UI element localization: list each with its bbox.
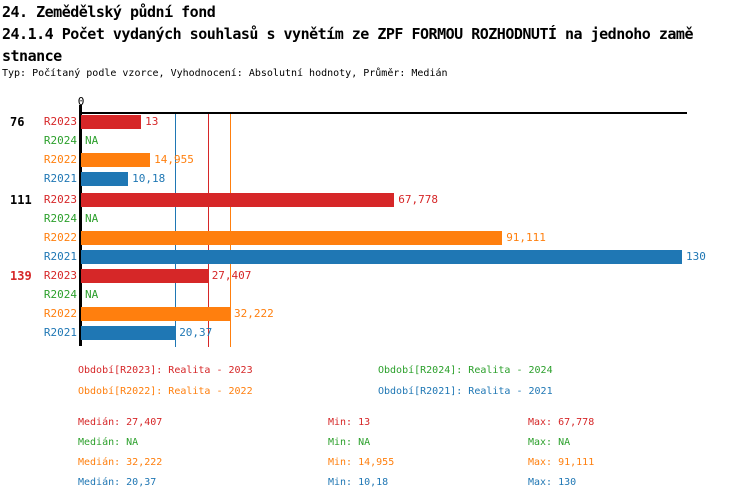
bar-R2022 xyxy=(81,153,151,167)
series-row-label-R2023: R2023 xyxy=(43,115,77,128)
series-row-label-R2022: R2022 xyxy=(43,153,77,166)
chart-meta-line: Typ: Počítaný podle vzorce, Vyhodnocení:… xyxy=(2,68,448,79)
stat-median-R2023: Medián: 27,407 xyxy=(78,417,163,428)
stat-median-R2024: Medián: NA xyxy=(78,437,139,448)
indicator-title-line1: 24.1.4 Počet vydaných souhlasů s vynětím… xyxy=(2,25,694,43)
group-total-label: 76 xyxy=(10,115,25,129)
series-row-label-R2024: R2024 xyxy=(43,212,77,225)
indicator-title-line2: stnance xyxy=(2,47,62,65)
series-row-label-R2024: R2024 xyxy=(43,288,77,301)
stat-max-R2021: Max: 130 xyxy=(528,477,577,488)
y-axis-line xyxy=(79,105,82,346)
legend-item-R2022: Období[R2022]: Realita - 2022 xyxy=(78,386,253,397)
bar-value-label: 27,407 xyxy=(211,269,252,282)
bar-na-label: NA xyxy=(85,212,99,225)
stat-max-R2022: Max: 91,111 xyxy=(528,457,595,468)
axis-tick-zero: 0 xyxy=(77,95,85,108)
median-line-R2021 xyxy=(175,113,177,347)
stat-median-R2021: Medián: 20,37 xyxy=(78,477,157,488)
bar-value-label: 91,111 xyxy=(506,231,546,244)
stat-min-R2023: Min: 13 xyxy=(328,417,371,428)
series-row-label-R2021: R2021 xyxy=(43,250,77,263)
stat-min-R2022: Min: 14,955 xyxy=(328,457,395,468)
bar-na-label: NA xyxy=(85,134,99,147)
bar-value-label: 14,955 xyxy=(154,153,194,166)
median-line-R2023 xyxy=(207,113,209,347)
bar-value-label: 130 xyxy=(686,250,706,263)
bar-value-label: 20,37 xyxy=(179,326,213,339)
stat-median-R2022: Medián: 32,222 xyxy=(78,457,163,468)
bar-R2022 xyxy=(81,231,503,245)
series-row-label-R2022: R2022 xyxy=(43,231,77,244)
bar-R2021 xyxy=(81,326,176,340)
report-section-title: 24. Zemědělský půdní fond xyxy=(2,3,216,21)
series-row-label-R2023: R2023 xyxy=(43,193,77,206)
stat-max-R2024: Max: NA xyxy=(528,437,571,448)
stat-min-R2021: Min: 10,18 xyxy=(328,477,389,488)
bar-R2021 xyxy=(81,172,129,186)
bar-R2022 xyxy=(81,307,230,321)
median-line-R2022 xyxy=(229,113,231,347)
series-row-label-R2021: R2021 xyxy=(43,326,77,339)
bar-na-label: NA xyxy=(85,288,99,301)
legend-item-R2024: Období[R2024]: Realita - 2024 xyxy=(378,365,553,376)
bar-value-label: 67,778 xyxy=(398,193,439,206)
group-total-label: 139 xyxy=(10,269,32,283)
stat-max-R2023: Max: 67,778 xyxy=(528,417,595,428)
legend-item-R2023: Období[R2023]: Realita - 2023 xyxy=(78,365,253,376)
bar-value-label: 10,18 xyxy=(132,172,166,185)
bar-R2021 xyxy=(81,250,682,264)
x-axis-line xyxy=(79,112,687,114)
series-row-label-R2024: R2024 xyxy=(43,134,77,147)
stat-min-R2024: Min: NA xyxy=(328,437,371,448)
series-row-label-R2023: R2023 xyxy=(43,269,77,282)
bar-R2023 xyxy=(81,269,208,283)
group-total-label: 111 xyxy=(10,193,32,207)
series-row-label-R2021: R2021 xyxy=(43,172,77,185)
legend-item-R2021: Období[R2021]: Realita - 2021 xyxy=(378,386,553,397)
bar-value-label: 13 xyxy=(145,115,159,128)
bar-R2023 xyxy=(81,193,395,207)
series-row-label-R2022: R2022 xyxy=(43,307,77,320)
bar-value-label: 32,222 xyxy=(234,307,274,320)
bar-R2023 xyxy=(81,115,142,129)
